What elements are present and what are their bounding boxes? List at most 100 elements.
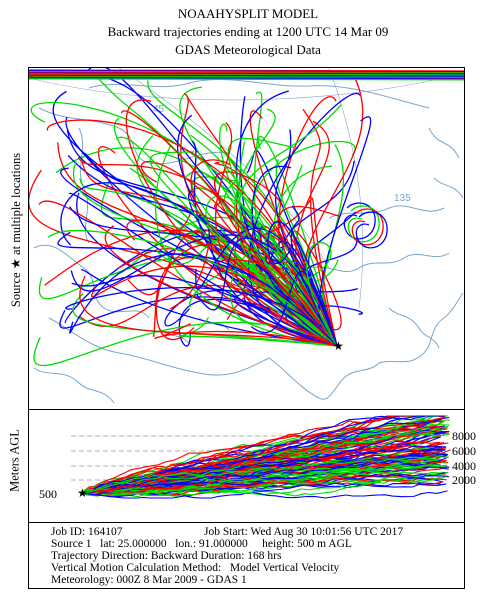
vertical-motion: Vertical Motion Calculation Method: Mode…	[51, 562, 340, 574]
profile-trajectory-line	[80, 445, 447, 496]
trajectory-line	[168, 212, 338, 347]
profile-trajectory-line	[80, 415, 443, 494]
trajectory-line	[274, 129, 338, 347]
height-profile: ★ 8000 6000 4000 2000 500	[28, 409, 476, 523]
trajectory-line	[304, 242, 338, 347]
source-star-icon: ★	[333, 339, 344, 353]
profile-trajectory-line	[80, 429, 446, 494]
job-id: Job ID: 164107	[51, 526, 123, 538]
trajectory-line	[194, 214, 338, 347]
trajectory-line	[302, 108, 338, 347]
trajectory-line	[29, 77, 464, 80]
profile-canvas: ★	[71, 415, 451, 500]
trajectory-line	[69, 253, 338, 347]
trajectory-line	[154, 323, 338, 347]
job-start: Job Start: Wed Aug 30 10:01:56 UTC 2017	[204, 526, 404, 538]
trajectory-line	[81, 160, 338, 347]
trajectory-line	[71, 275, 338, 347]
trajectory-line	[318, 116, 372, 347]
trajectory-line	[113, 117, 338, 347]
profile-trajectory-line	[80, 490, 448, 499]
trajectory-line	[155, 244, 338, 347]
trajectory-line	[238, 104, 342, 347]
trajectory-line	[277, 205, 340, 347]
trajectory-line	[33, 321, 338, 367]
lat-lon-grid	[29, 68, 464, 309]
trajectory-line	[191, 140, 338, 347]
grid-label-45: 45	[153, 104, 165, 115]
profile-trajectory-line	[80, 471, 448, 497]
trajectory-line	[72, 293, 338, 347]
map-trajectories	[29, 68, 464, 367]
trajectory-line	[29, 75, 464, 79]
trajectory-line	[57, 231, 338, 347]
trajectory-line	[120, 110, 338, 347]
trajectory-line	[29, 74, 464, 78]
trajectory-line	[126, 219, 338, 347]
trajectory-line	[70, 234, 338, 347]
trajectory-line	[355, 211, 388, 249]
trajectory-line	[30, 102, 338, 347]
trajectory-subtitle: Backward trajectories ending at 1200 UTC…	[107, 24, 389, 39]
trajectory-line	[29, 70, 464, 74]
trajectory-line	[250, 270, 338, 347]
trajectory-line	[214, 122, 338, 347]
profile-trajectory-line	[80, 415, 443, 494]
trajectory-line	[149, 151, 338, 347]
trajectory-line	[246, 149, 338, 347]
profile-star-icon: ★	[77, 486, 88, 500]
grid-label-135: 135	[394, 193, 411, 204]
profile-trajectory-line	[80, 425, 449, 494]
trajectory-line	[65, 287, 338, 347]
profile-trajectory-line	[80, 435, 440, 494]
trajectory-line	[179, 317, 338, 347]
height-label-2000: 2000	[452, 473, 476, 487]
trajectory-line	[195, 227, 338, 347]
trajectory-line	[29, 78, 464, 81]
trajectory-line	[290, 205, 338, 347]
trajectory-line	[257, 136, 338, 347]
trajectory-line	[155, 238, 338, 347]
trajectory-map: 45 135 ★	[28, 67, 465, 410]
trajectory-line	[343, 202, 376, 240]
height-label-6000: 6000	[452, 444, 476, 458]
map-side-label: Source ★ at multiple locations	[9, 152, 23, 308]
trajectory-line	[155, 145, 338, 347]
trajectory-line	[29, 72, 464, 75]
trajectory-line	[29, 73, 464, 76]
profile-trajectory-line	[80, 464, 446, 494]
map-canvas: 45 135 ★	[29, 68, 464, 404]
run-info: Job ID: 164107 Job Start: Wed Aug 30 10:…	[28, 522, 465, 589]
trajectory-line	[38, 200, 338, 347]
trajectory-line	[302, 73, 364, 347]
start-height-label: 500	[39, 487, 57, 501]
trajectory-direction: Trajectory Direction: Backward Duration:…	[51, 550, 282, 562]
height-label-4000: 4000	[452, 459, 476, 473]
trajectory-line	[29, 74, 464, 77]
trajectory-line	[351, 208, 384, 246]
trajectory-line	[214, 171, 338, 347]
trajectory-line	[248, 92, 361, 347]
trajectory-line	[65, 116, 338, 347]
trajectory-line	[29, 70, 464, 73]
trajectory-line	[251, 165, 338, 347]
trajectory-line	[265, 197, 338, 347]
height-label-8000: 8000	[452, 429, 476, 443]
trajectory-line	[29, 69, 464, 72]
trajectory-line	[68, 192, 338, 347]
meteorology-info: Meteorology: 000Z 8 Mar 2009 - GDAS 1	[51, 574, 247, 586]
profile-trajectories	[80, 415, 451, 499]
model-title: NOAAHYSPLIT MODEL	[177, 6, 319, 21]
trajectory-line	[238, 141, 338, 347]
trajectory-line	[140, 160, 338, 347]
trajectory-line	[29, 76, 464, 79]
profile-trajectory-line	[80, 464, 440, 495]
trajectory-line	[267, 221, 338, 347]
profile-trajectory-line	[80, 418, 442, 494]
trajectory-line	[347, 205, 380, 243]
meteorology-subtitle: GDAS Meteorological Data	[175, 42, 321, 57]
trajectory-line	[79, 275, 338, 347]
source-info: Source 1 lat: 25.000000 lon.: 91.000000 …	[51, 538, 352, 550]
trajectory-line	[29, 71, 464, 75]
trajectory-line	[227, 137, 338, 347]
